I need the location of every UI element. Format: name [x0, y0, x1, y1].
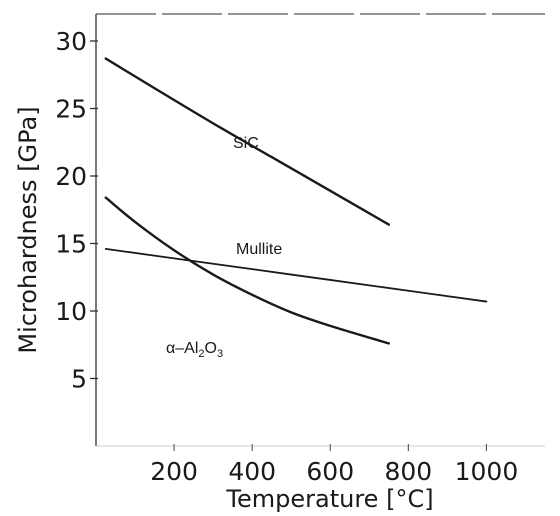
series-label-al2o3: α–Al2O3 [166, 340, 223, 360]
y-axis-title: Microhardness [GPa] [14, 106, 42, 353]
series-line-sic [104, 57, 391, 226]
y-tick-label: 15 [55, 230, 87, 259]
series-line-mullite [104, 248, 488, 303]
y-tick-label: 25 [55, 95, 87, 124]
series-layer [104, 57, 488, 345]
x-tick-label: 600 [306, 457, 354, 486]
x-tick-label: 1000 [455, 457, 519, 486]
y-tick-label: 30 [55, 27, 87, 56]
x-axis-title: Temperature [°C] [225, 485, 433, 513]
y-tick-label: 20 [55, 162, 87, 191]
axes: 5 10 15 20 25 30 200 400 600 800 1000 [55, 13, 545, 486]
series-line-al2o3 [104, 196, 391, 345]
x-tick-label: 200 [150, 457, 198, 486]
y-tick-label: 5 [71, 365, 87, 394]
series-label-sic: SiC [233, 135, 259, 152]
y-tick-label: 10 [55, 297, 87, 326]
x-tick-label: 800 [384, 457, 432, 486]
labels-layer: SiC Mullite α–Al2O3 [166, 135, 282, 360]
series-label-mullite: Mullite [236, 241, 282, 258]
x-tick-label: 400 [228, 457, 276, 486]
